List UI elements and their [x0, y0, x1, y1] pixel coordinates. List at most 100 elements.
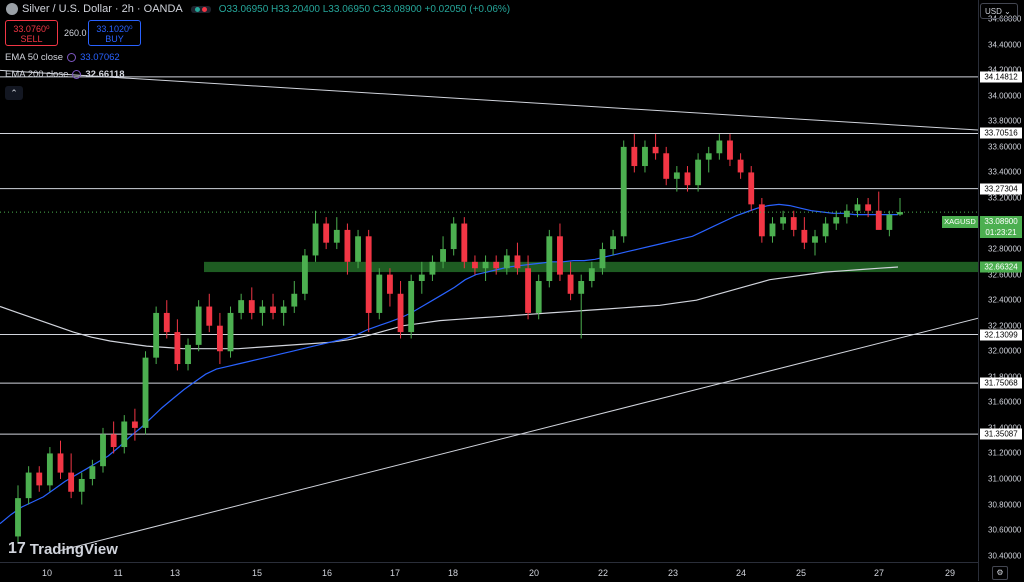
candle [854, 204, 861, 211]
candle [843, 210, 850, 218]
candle [89, 466, 96, 479]
candle [227, 312, 234, 352]
collapse-legend-button[interactable]: ⌃ [5, 86, 23, 100]
candle [323, 223, 330, 243]
candle [206, 306, 213, 326]
candle [270, 306, 276, 313]
candle [333, 229, 340, 243]
x-tick-label: 25 [795, 568, 807, 578]
candle [652, 146, 659, 154]
candle [514, 255, 521, 269]
candle [535, 281, 542, 313]
level-price-label: 31.75068 [980, 377, 1022, 389]
record-dot-icon [201, 6, 207, 12]
time-axis[interactable]: 10 11 13 15 16 17 18 20 22 23 24 25 27 29 [0, 562, 978, 582]
symbol-title[interactable]: Silver / U.S. Dollar · 2h · OANDA [22, 3, 183, 15]
indicator-settings-icon[interactable] [72, 70, 82, 79]
candle [769, 223, 776, 237]
y-tick-label: 33.60000 [988, 142, 1022, 152]
x-tick-label: 16 [321, 568, 333, 578]
x-tick-label: 27 [873, 568, 885, 578]
candle [216, 325, 223, 352]
candle [780, 217, 787, 224]
y-tick-label: 30.60000 [988, 525, 1022, 535]
candle [875, 210, 882, 230]
candle [418, 274, 425, 281]
buy-price: 33.1020⁰ [96, 24, 133, 34]
y-tick-label: 32.60000 [988, 270, 1022, 280]
candle [153, 312, 160, 358]
chart-settings-button[interactable]: ⚙ [992, 566, 1008, 580]
y-tick-label: 34.40000 [988, 40, 1022, 50]
candle [812, 236, 818, 243]
candle [801, 229, 808, 243]
candle [472, 261, 478, 269]
candle [525, 268, 531, 313]
indicator-value: 32.66118 [85, 69, 125, 80]
indicator-settings-icon[interactable] [67, 53, 77, 62]
y-tick-label: 33.20000 [988, 193, 1022, 203]
y-tick-label: 32.40000 [988, 295, 1022, 305]
level-price-label: 32.66324 [980, 261, 1022, 273]
buy-button[interactable]: 33.1020⁰ BUY [88, 20, 141, 46]
candle [578, 281, 585, 294]
market-status-badge[interactable] [190, 5, 211, 13]
candle [121, 421, 128, 448]
candle [259, 306, 266, 313]
indicator-label: EMA 50 close [5, 52, 64, 63]
x-tick-label: 29 [944, 568, 956, 578]
y-tick-label: 34.60000 [988, 14, 1022, 24]
x-tick-label: 22 [597, 568, 609, 578]
price-axis[interactable]: 34.60000 34.40000 34.20000 34.00000 33.80000… [978, 0, 1024, 581]
candle [408, 281, 415, 333]
last-price-tag: 33.08900 01:23:21 [980, 216, 1022, 238]
x-tick-label: 11 [113, 568, 123, 578]
y-tick-label: 32.00000 [988, 346, 1022, 356]
candle [46, 453, 53, 486]
candle [482, 261, 489, 269]
candle [291, 293, 298, 307]
trendline [60, 317, 978, 551]
y-tick-label: 31.20000 [988, 448, 1022, 458]
y-tick-label: 33.80000 [988, 116, 1022, 126]
candle [142, 357, 149, 428]
candle [131, 421, 138, 428]
chevron-down-icon: ⌄ [1004, 7, 1011, 16]
currency-button[interactable]: USD ⌄ [980, 3, 1018, 19]
level-price-label: 32.13099 [980, 329, 1022, 341]
indicator-value: 33.07062 [80, 52, 120, 63]
level-price-label: 33.70516 [980, 127, 1022, 139]
candle [100, 434, 106, 467]
candle [503, 255, 510, 269]
candle [716, 140, 723, 154]
support-zone [204, 261, 978, 273]
candle [440, 249, 446, 262]
candle [610, 236, 617, 250]
candle [25, 472, 32, 499]
indicator-ema50[interactable]: EMA 50 close 33.07062 [5, 52, 120, 63]
y-tick-label: 33.40000 [988, 167, 1022, 177]
candle [897, 212, 903, 215]
candle [185, 344, 191, 365]
y-tick-label: 32.80000 [988, 244, 1022, 254]
indicator-ema200[interactable]: EMA 200 close 32.66118 [5, 69, 124, 80]
bar-countdown: 01:23:21 [985, 228, 1017, 237]
ohlc-readout: O33.06950 H33.20400 L33.06950 C33.08900 … [218, 3, 511, 15]
candle [822, 223, 829, 237]
symbol-price-tag: XAGUSD [942, 216, 978, 228]
trendline [0, 69, 978, 131]
candle [280, 306, 287, 313]
x-tick-label: 23 [667, 568, 679, 578]
sell-button[interactable]: 33.0760⁰ SELL [5, 20, 58, 46]
candle [493, 261, 500, 269]
currency-label: USD [985, 7, 1002, 16]
candle [344, 229, 351, 262]
candle [546, 236, 553, 281]
candle [238, 300, 245, 313]
candle [387, 274, 393, 294]
y-tick-label: 31.60000 [988, 397, 1022, 407]
candle [195, 306, 202, 345]
candle [376, 274, 383, 313]
tradingview-logo: 17 TradingView [8, 540, 118, 558]
price-chart[interactable] [0, 0, 978, 562]
